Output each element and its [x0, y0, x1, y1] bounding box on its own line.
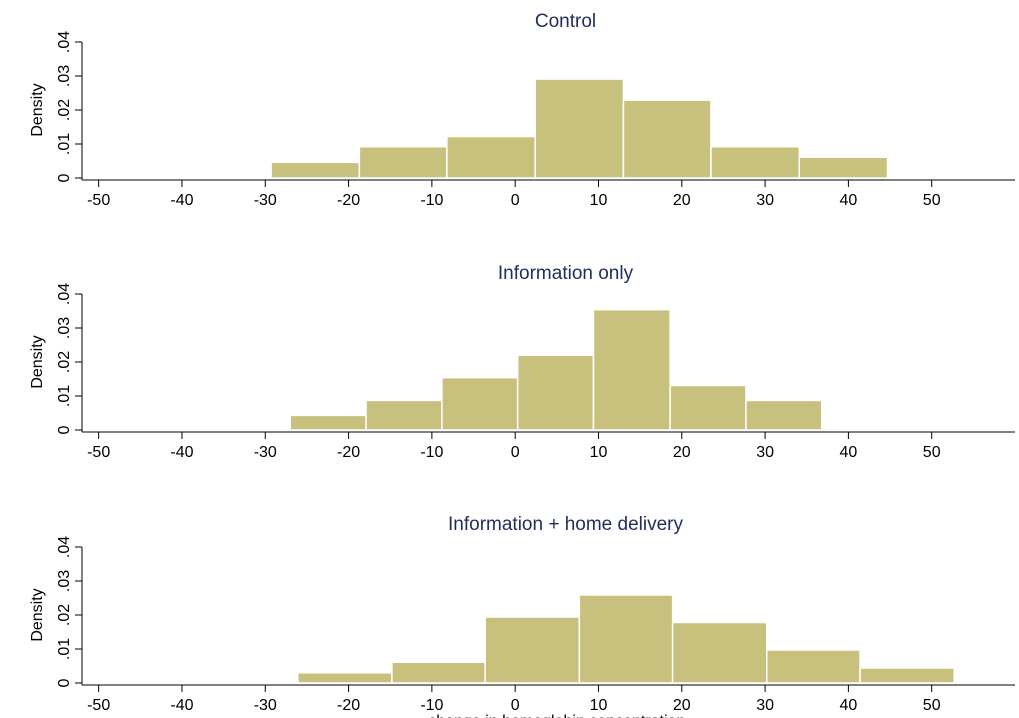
x-tick-label: 10 — [590, 444, 608, 461]
x-tick-label: -50 — [87, 192, 110, 209]
x-tick-label: 50 — [923, 444, 941, 461]
y-tick-label: .04 — [56, 283, 73, 305]
x-tick-label: -40 — [170, 192, 193, 209]
panel-0: Control 0 .01 .02 .03 .04 Density -50 -40 -30 -20 -… — [29, 11, 1015, 209]
histogram-bar — [798, 156, 889, 179]
x-axis-label: change in hemoglobin concentration — [428, 713, 685, 718]
histogram-bar — [446, 135, 536, 179]
panel-2: Information + home delivery 0 .01 .02 .03 .04… — [29, 514, 1015, 718]
x-tick-label: -30 — [254, 192, 277, 209]
y-tick-label: .02 — [56, 604, 73, 626]
x-tick-label: 50 — [923, 192, 941, 209]
x-tick-label: -50 — [87, 697, 110, 714]
y-tick-label: 0 — [56, 425, 73, 434]
histogram-bar — [592, 308, 671, 431]
histogram-bar — [365, 399, 443, 431]
y-tick-label: 0 — [56, 173, 73, 182]
x-tick-label: -40 — [170, 697, 193, 714]
histogram-bar — [710, 145, 800, 179]
x-tick-label: 0 — [511, 192, 520, 209]
panel-title: Control — [535, 11, 596, 32]
y-tick-label: .02 — [56, 351, 73, 373]
x-tick-label: 10 — [590, 697, 608, 714]
panel-title: Information only — [498, 263, 634, 284]
x-tick-label: 20 — [673, 697, 691, 714]
histogram-bar — [745, 399, 823, 431]
histogram-bar — [622, 99, 712, 179]
y-axis-label: Density — [29, 83, 46, 136]
x-tick-label: -20 — [337, 444, 360, 461]
x-tick-label: 50 — [923, 697, 941, 714]
panel-title: Information + home delivery — [448, 514, 683, 535]
histogram-bar — [578, 594, 674, 684]
x-tick-label: 10 — [590, 192, 608, 209]
histogram-bar — [391, 661, 486, 684]
x-tick-label: 40 — [839, 192, 857, 209]
histogram-bar — [484, 616, 581, 684]
y-tick-label: .02 — [56, 99, 73, 121]
histogram-bar — [289, 414, 367, 431]
histogram-bar — [766, 649, 861, 684]
x-tick-label: 0 — [511, 697, 520, 714]
histogram-bar — [669, 384, 747, 431]
y-tick-label: 0 — [56, 678, 73, 687]
x-tick-label: 30 — [756, 444, 774, 461]
histogram-bar — [859, 667, 955, 684]
x-tick-label: -50 — [87, 444, 110, 461]
x-tick-label: -30 — [254, 444, 277, 461]
x-tick-label: 30 — [756, 192, 774, 209]
histogram-bar — [671, 621, 768, 684]
x-tick-label: -10 — [420, 192, 443, 209]
histogram-bar — [297, 672, 393, 684]
x-tick-label: -30 — [254, 697, 277, 714]
histogram-bar — [516, 354, 595, 431]
y-tick-label: .01 — [56, 385, 73, 407]
y-tick-label: .01 — [56, 638, 73, 660]
histogram-bar — [534, 78, 625, 179]
x-tick-label: 30 — [756, 697, 774, 714]
histogram-bar — [358, 145, 448, 179]
y-tick-label: .03 — [56, 570, 73, 592]
histogram-bar — [270, 161, 361, 179]
y-tick-label: .03 — [56, 317, 73, 339]
x-tick-label: 20 — [673, 444, 691, 461]
y-tick-label: .04 — [56, 536, 73, 558]
x-tick-label: -20 — [337, 192, 360, 209]
y-tick-label: .01 — [56, 133, 73, 155]
x-tick-label: -20 — [337, 697, 360, 714]
x-tick-label: -10 — [420, 444, 443, 461]
x-tick-label: -40 — [170, 444, 193, 461]
x-tick-label: 0 — [511, 444, 520, 461]
panel-1: Information only 0 .01 .02 .03 .04 Density -50 -… — [29, 263, 1015, 461]
x-tick-label: -10 — [420, 697, 443, 714]
histogram-bar — [441, 376, 519, 431]
x-tick-label: 40 — [839, 697, 857, 714]
y-axis-label: Density — [29, 588, 46, 641]
x-tick-label: 20 — [673, 192, 691, 209]
x-tick-label: 40 — [839, 444, 857, 461]
y-axis-label: Density — [29, 335, 46, 388]
y-tick-label: .03 — [56, 65, 73, 87]
y-tick-label: .04 — [56, 31, 73, 53]
